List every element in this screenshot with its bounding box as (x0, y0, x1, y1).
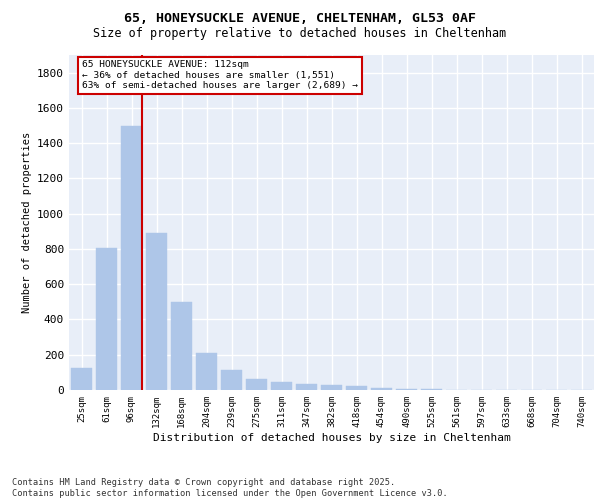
Bar (396, 389, 417, 390)
Bar (71, 368, 92, 390)
Bar (96, 248, 117, 390)
X-axis label: Distribution of detached houses by size in Cheltenham: Distribution of detached houses by size … (152, 432, 511, 442)
Bar (146, 233, 167, 390)
Bar (196, 353, 217, 390)
Bar (371, 388, 392, 390)
Bar (171, 302, 192, 390)
Bar (296, 384, 317, 390)
Bar (271, 382, 292, 390)
Bar (346, 386, 367, 390)
Y-axis label: Number of detached properties: Number of detached properties (22, 132, 32, 313)
Bar (321, 385, 342, 390)
Bar (246, 379, 267, 390)
Text: Size of property relative to detached houses in Cheltenham: Size of property relative to detached ho… (94, 26, 506, 40)
Bar (121, 126, 142, 390)
Bar (221, 370, 242, 390)
Text: 65 HONEYSUCKLE AVENUE: 112sqm
← 36% of detached houses are smaller (1,551)
63% o: 65 HONEYSUCKLE AVENUE: 112sqm ← 36% of d… (82, 60, 358, 90)
Text: Contains HM Land Registry data © Crown copyright and database right 2025.
Contai: Contains HM Land Registry data © Crown c… (12, 478, 448, 498)
Text: 65, HONEYSUCKLE AVENUE, CHELTENHAM, GL53 0AF: 65, HONEYSUCKLE AVENUE, CHELTENHAM, GL53… (124, 12, 476, 24)
